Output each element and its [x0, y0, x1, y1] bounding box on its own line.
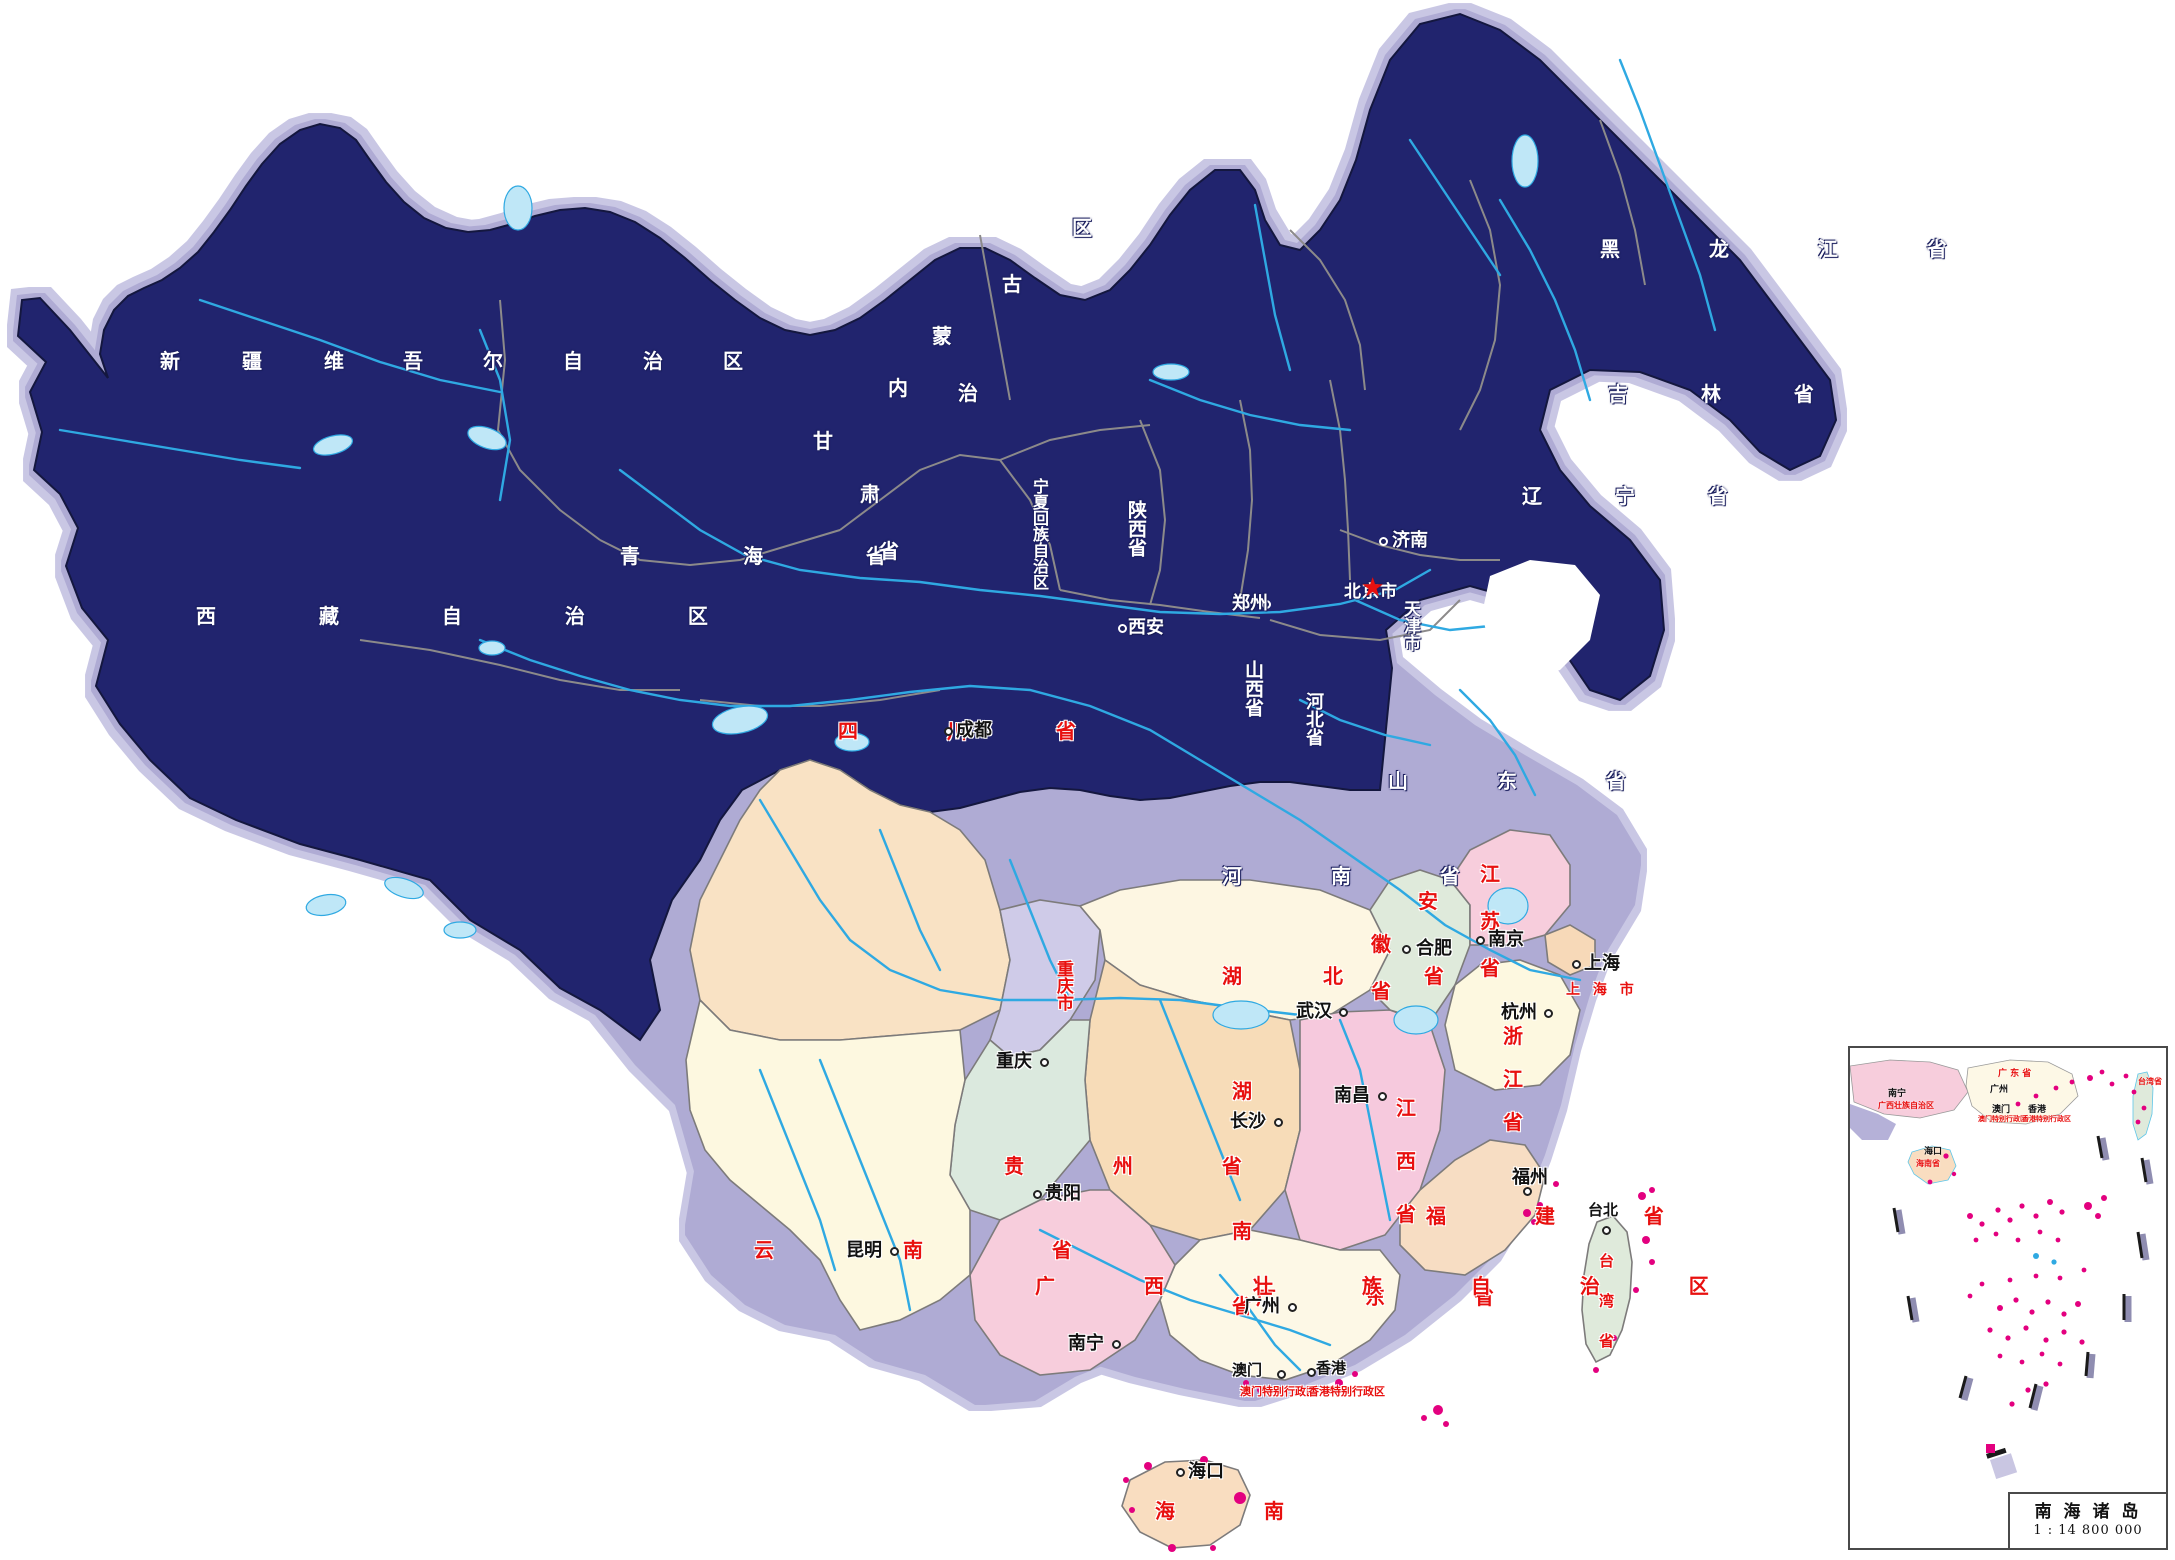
city-dot-hangzhou[interactable] — [1544, 1009, 1553, 1018]
province-anhui — [1369, 869, 1471, 1023]
lakes — [305, 134, 1539, 1035]
city-dot-guiyang[interactable] — [1033, 1190, 1042, 1199]
inset-scale-text: 1 : 14 800 000 — [2033, 1523, 2143, 1538]
city-dot-haikou[interactable] — [1176, 1468, 1185, 1477]
inset-title-text: 南 海 诸 岛 — [2034, 1502, 2142, 1522]
southern-provinces[interactable] — [685, 759, 1633, 1549]
city-dot-jinan[interactable] — [1379, 537, 1388, 546]
city-dot-guangzhou[interactable] — [1288, 1303, 1297, 1312]
city-dot-shanghai[interactable] — [1572, 960, 1581, 969]
islands-reefs — [1123, 1181, 1655, 1552]
inset-map-south-china-sea[interactable]: 南宁 广西壮族自治区 广 东 省 广州 澳门 澳门特别行政区 香港 香港特别行政… — [1848, 1046, 2168, 1550]
city-dot-chongqing[interactable] — [1040, 1058, 1049, 1067]
city-dot-chengdu[interactable] — [944, 727, 953, 736]
city-dot-kunming[interactable] — [890, 1247, 899, 1256]
inset-canvas — [1850, 1059, 2154, 1480]
city-dot-xian[interactable] — [1118, 624, 1127, 633]
province-shanghai — [1544, 924, 1596, 976]
city-dot-macau[interactable] — [1277, 1370, 1286, 1379]
city-dot-nanning[interactable] — [1112, 1340, 1121, 1349]
province-hainan — [1121, 1459, 1251, 1549]
province-fujian — [1399, 1139, 1546, 1276]
province-guangxi — [969, 1189, 1176, 1376]
province-guangdong — [1159, 1229, 1401, 1381]
province-zhejiang — [1444, 959, 1581, 1091]
city-dot-zhengzhou[interactable] — [1262, 600, 1271, 609]
city-dot-hefei[interactable] — [1402, 945, 1411, 954]
city-dot-taipei[interactable] — [1602, 1226, 1611, 1235]
sea-areas — [1482, 560, 1600, 680]
city-dot-nanjing[interactable] — [1476, 936, 1485, 945]
rivers — [58, 58, 1717, 1372]
city-dot-fuzhou[interactable] — [1523, 1187, 1532, 1196]
province-yunnan — [685, 998, 971, 1331]
inset-title-box: 南 海 诸 岛 1 : 14 800 000 — [2008, 1492, 2166, 1548]
province-taiwan — [1581, 1215, 1633, 1364]
city-dot-changsha[interactable] — [1274, 1118, 1283, 1127]
city-dot-nanchang[interactable] — [1378, 1092, 1387, 1101]
capital-star-beijing[interactable]: ★ — [1361, 573, 1385, 603]
city-dot-wuhan[interactable] — [1339, 1008, 1348, 1017]
city-dot-hongkong[interactable] — [1307, 1368, 1316, 1377]
